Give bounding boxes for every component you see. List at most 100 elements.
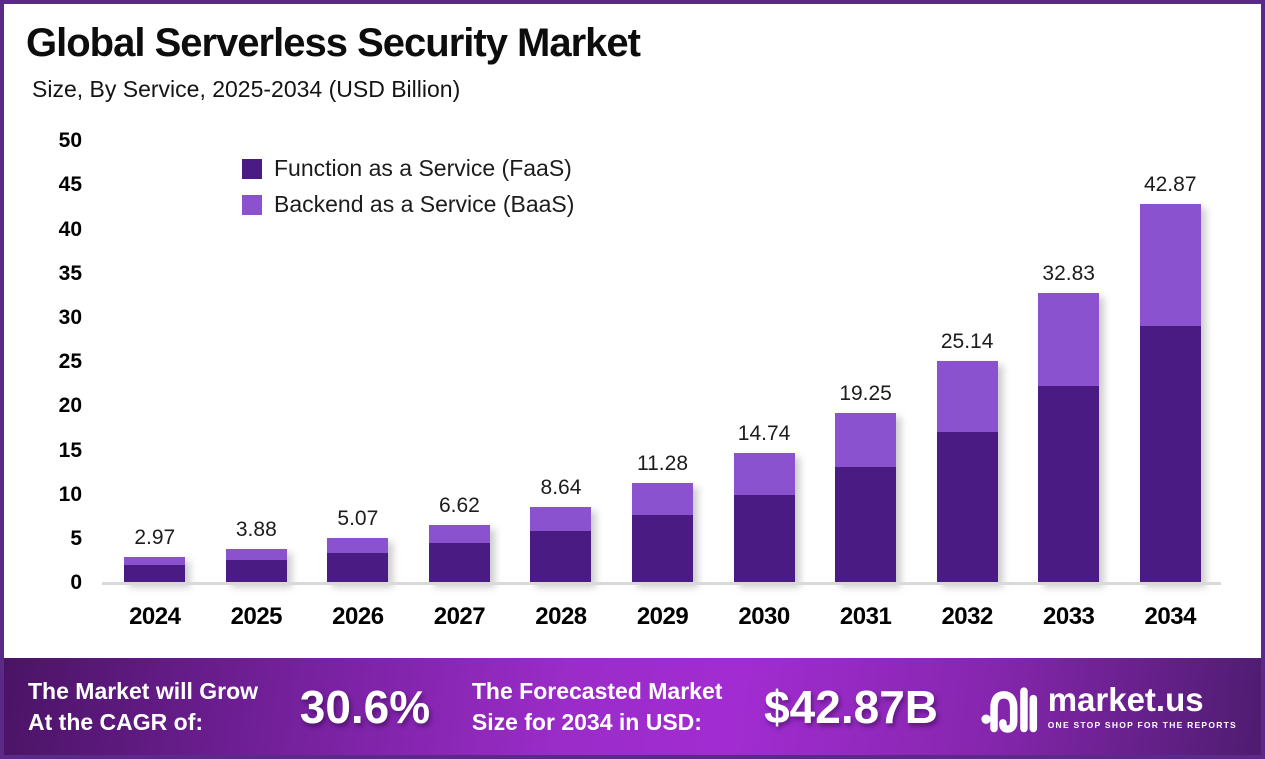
bar-column: 11.28: [612, 141, 714, 584]
faas-segment: [632, 515, 693, 584]
bars: 2.97 3.88 5.07 6.62 8.64 11.28 14.74 19.25 25.14…: [104, 141, 1221, 584]
header: Global Serverless Security Market Size, …: [4, 4, 1261, 103]
bar-value-label: 6.62: [438, 493, 480, 517]
x-axis: 2024 2025 2026 2027 2028 2029 2030 2031 2032 2033…: [104, 603, 1221, 631]
x-tick-label: 2025: [230, 603, 283, 631]
bar-column: 14.74: [713, 141, 815, 584]
cagr-label: The Market will Grow At the CAGR of:: [28, 676, 258, 737]
y-tick-label: 30: [58, 306, 82, 329]
faas-segment: [835, 467, 897, 584]
forecast-value: $42.87B: [764, 680, 938, 733]
stacked-bar: [124, 556, 186, 584]
faas-segment: [124, 565, 186, 584]
bar-column: 2.97: [104, 141, 206, 584]
baas-segment: [632, 483, 693, 516]
bar-column: 3.88: [206, 141, 308, 584]
plot-area: Function as a Service (FaaS) Backend as …: [102, 141, 1221, 586]
y-tick-label: 5: [70, 527, 82, 550]
brand-text: market.us ONE STOP SHOP FOR THE REPORTS: [1048, 683, 1237, 730]
x-tick-label: 2028: [535, 603, 587, 631]
y-tick-label: 25: [58, 350, 82, 374]
legend-item-faas: Function as a Service (FaaS): [242, 155, 574, 182]
brand-name: market.us: [1047, 681, 1204, 718]
bar-column: 8.64: [510, 141, 612, 584]
bar-value-label: 19.25: [839, 382, 892, 406]
market-us-logo-icon: [981, 686, 1037, 733]
baas-segment: [1139, 204, 1201, 326]
stacked-bar: [225, 548, 287, 584]
bar-column: 42.87: [1119, 141, 1221, 584]
y-tick-label: 50: [58, 129, 82, 153]
baas-segment: [835, 413, 897, 468]
y-tick-label: 10: [58, 482, 82, 506]
page-title: Global Serverless Security Market: [26, 21, 641, 65]
bar-value-label: 5.07: [337, 507, 379, 531]
baas-segment: [530, 506, 592, 532]
baas-segment: [936, 360, 998, 433]
bar-value-label: 8.64: [540, 475, 582, 499]
bar-column: 19.25: [815, 141, 917, 584]
x-tick-label: 2026: [332, 603, 384, 631]
bar-value-label: 25.14: [940, 329, 994, 353]
legend-label-baas: Backend as a Service (BaaS): [274, 191, 575, 218]
cagr-label-line1: The Market will Grow: [28, 678, 259, 705]
page-subtitle: Size, By Service, 2025-2034 (USD Billion…: [32, 76, 461, 103]
x-tick-label: 2031: [839, 603, 892, 631]
faas-segment: [1038, 385, 1100, 584]
bar-value-label: 32.83: [1042, 261, 1095, 285]
faas-segment: [530, 531, 592, 584]
y-tick-label: 40: [58, 217, 82, 241]
bar-value-label: 2.97: [134, 525, 176, 549]
faas-segment: [225, 559, 287, 584]
brand-tagline: ONE STOP SHOP FOR THE REPORTS: [1047, 720, 1237, 730]
y-tick-label: 0: [70, 571, 82, 595]
faas-segment: [428, 543, 490, 584]
x-tick-label: 2030: [738, 603, 790, 631]
baas-segment: [1038, 292, 1100, 386]
x-tick-label: 2029: [636, 603, 689, 631]
faas-segment: [327, 552, 389, 584]
x-tick-label: 2034: [1144, 603, 1197, 631]
forecast-label: The Forecasted Market Size for 2034 in U…: [472, 676, 723, 737]
stacked-bar: [733, 452, 795, 584]
x-tick-label: 2032: [941, 603, 993, 631]
brand-block: market.us ONE STOP SHOP FOR THE REPORTS: [980, 680, 1237, 734]
baas-segment: [124, 556, 186, 566]
faas-color-swatch: [242, 158, 262, 179]
footer-banner: The Market will Grow At the CAGR of: 30.…: [4, 658, 1261, 755]
bar-column: 25.14: [916, 141, 1018, 584]
x-tick-label: 2024: [129, 603, 181, 631]
baas-segment: [225, 548, 287, 560]
bar-value-label: 11.28: [637, 452, 688, 476]
stacked-bar: [530, 506, 592, 584]
stacked-bar: [632, 483, 693, 584]
y-tick-label: 15: [58, 438, 82, 462]
legend: Function as a Service (FaaS) Backend as …: [242, 155, 574, 218]
bar-column: 32.83: [1018, 141, 1120, 584]
x-axis-baseline: [102, 582, 1221, 586]
bar-chart: 0 5 10 15 20 25 30 35 40 45 50 Function as a Servi…: [4, 115, 1261, 637]
legend-item-baas: Backend as a Service (BaaS): [242, 191, 574, 218]
stacked-bar: [1139, 204, 1201, 584]
bar-value-label: 14.74: [737, 421, 791, 445]
cagr-label-line2: At the CAGR of:: [28, 708, 204, 735]
forecast-label-line1: The Forecasted Market: [471, 678, 723, 705]
stacked-bar: [835, 413, 897, 584]
bar-column: 5.07: [307, 141, 409, 584]
faas-segment: [733, 494, 795, 584]
faas-segment: [936, 432, 998, 584]
bar-value-label: 42.87: [1143, 173, 1197, 197]
stacked-bar: [428, 524, 490, 584]
y-tick-label: 45: [58, 173, 82, 197]
bar-value-label: 3.88: [235, 517, 277, 541]
faas-segment: [1139, 325, 1201, 584]
baas-segment: [428, 524, 490, 544]
bar-column: 6.62: [409, 141, 511, 584]
stacked-bar: [936, 360, 998, 584]
legend-label-faas: Function as a Service (FaaS): [274, 155, 572, 182]
baas-segment: [327, 538, 389, 553]
baas-color-swatch: [242, 194, 262, 215]
y-axis: 0 5 10 15 20 25 30 35 40 45 50: [4, 129, 90, 594]
forecast-label-line2: Size for 2034 in USD:: [471, 708, 702, 735]
